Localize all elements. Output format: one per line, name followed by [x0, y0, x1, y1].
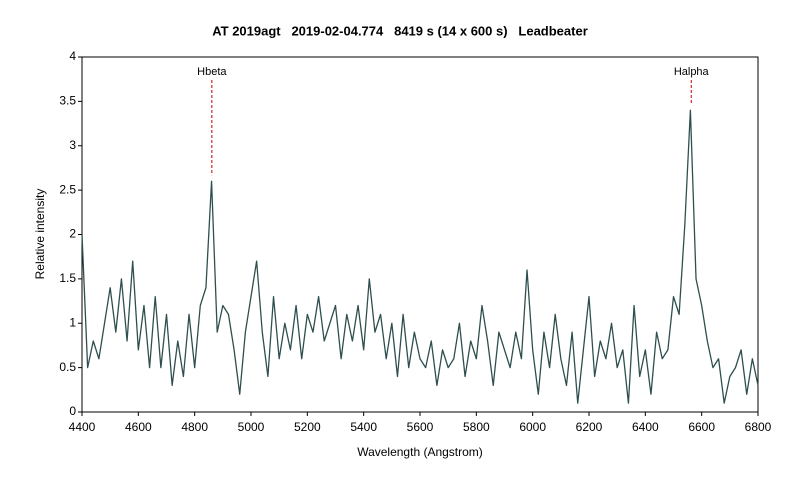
x-tick-label: 6600	[688, 420, 715, 434]
y-tick-label: 3	[69, 138, 76, 152]
x-tick-label: 5600	[407, 420, 434, 434]
x-tick-label: 5400	[350, 420, 377, 434]
y-tick-label: 4	[69, 49, 76, 63]
x-tick-label: 5800	[463, 420, 490, 434]
annotation-label: Halpha	[674, 66, 710, 78]
x-tick-label: 6400	[632, 420, 659, 434]
y-tick-label: 2	[69, 227, 76, 241]
y-axis-label: Relative intensity	[33, 189, 47, 280]
x-tick-label: 5000	[238, 420, 265, 434]
y-tick-label: 1.5	[59, 271, 76, 285]
y-tick-label: 0.5	[59, 360, 76, 374]
y-tick-label: 1	[69, 315, 76, 329]
y-tick-label: 2.5	[59, 182, 76, 196]
x-axis-label: Wavelength (Angstrom)	[357, 445, 483, 459]
x-tick-label: 4600	[125, 420, 152, 434]
x-tick-label: 4800	[181, 420, 208, 434]
y-tick-label: 3.5	[59, 94, 76, 108]
spectrum-line	[81, 109, 759, 404]
x-tick-label: 6200	[576, 420, 603, 434]
y-tick-label: 0	[69, 404, 76, 418]
x-tick-label: 5200	[294, 420, 321, 434]
chart-title: AT 2019agt 2019-02-04.774 8419 s (14 x 6…	[212, 23, 588, 38]
x-tick-label: 6800	[745, 420, 772, 434]
x-tick-label: 6000	[519, 420, 546, 434]
x-tick-label: 4400	[69, 420, 96, 434]
annotation-label: Hbeta	[197, 66, 227, 78]
